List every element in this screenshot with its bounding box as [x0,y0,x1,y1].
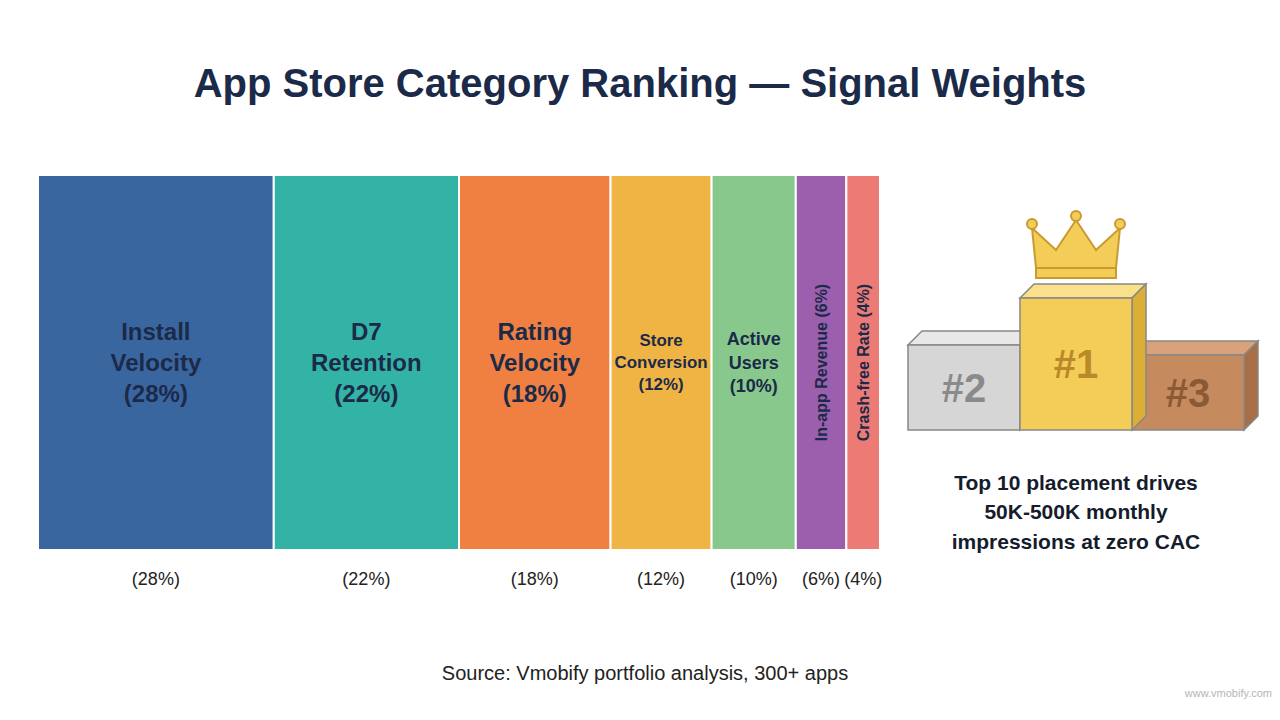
value-label: (12%) [639,375,684,394]
category-label: D7Retention [311,318,422,376]
bar-label: ActiveUsers (10%) [727,329,781,396]
value-label: (6%) [813,284,830,318]
bottom-value-label: (4%) [844,569,882,589]
category-label: ActiveUsers [727,329,781,372]
category-label: RatingVelocity [489,318,580,376]
bar [459,175,611,550]
bottom-labels: (28%) (22%) (18%) (12%) (10%) (6%)(4%) [132,569,882,589]
category-label: In-app Revenue [813,322,830,441]
bar [274,175,459,550]
bar-labels: InstallVelocity (28%) D7Retention (22%) Rati… [111,284,872,441]
source: Source: Vmobify portfolio analysis, 300+… [442,662,848,684]
podium-block [908,345,1020,430]
podium-top [1132,341,1258,355]
bottom-value-label: (10%) [730,569,778,589]
bottom-value-label: (12%) [637,569,685,589]
value-label: (4%) [855,284,872,318]
crown-jewel [1027,219,1037,229]
crown [1032,220,1120,268]
podium-label: #3 [1166,371,1211,415]
value-label: (22%) [334,380,398,407]
podium-top [908,331,1034,345]
bar [712,175,796,550]
bar-label: In-app Revenue (6%) [813,284,830,441]
bar-label: StoreConversion (12%) [615,331,708,394]
background [0,0,1280,720]
bar [611,175,712,550]
bar [38,175,274,550]
crown-jewel [1115,219,1125,229]
value-label: (28%) [124,380,188,407]
watermark: www.vmobify.com [1184,687,1272,699]
bars [38,175,880,550]
value-label: (18%) [503,380,567,407]
podium-label: #1 [1054,342,1099,386]
category-label: StoreConversion [615,331,708,372]
category-label: Crash-free Rate [855,322,872,441]
value-label: (10%) [730,376,778,396]
bar-label: Crash-free Rate (4%) [855,284,872,441]
bottom-value-label: (6%) [802,569,840,589]
podium-top [1020,284,1146,298]
bottom-value-label: (22%) [342,569,390,589]
podium: #2 #3 #1 [908,211,1258,430]
podium-block [1020,298,1132,430]
bar [846,175,880,550]
bar-label: InstallVelocity (28%) [111,318,202,407]
podium-label: #2 [942,366,987,410]
podium-side [1244,341,1258,430]
crown-band [1036,268,1116,278]
podium-block [1132,355,1244,430]
podium-side [1132,284,1146,430]
category-label: InstallVelocity [111,318,202,376]
bottom-value-label: (28%) [132,569,180,589]
bottom-value-label: (18%) [511,569,559,589]
annotation: Top 10 placement drives50K-500K monthlyi… [952,471,1201,553]
bar-label: RatingVelocity (18%) [489,318,580,407]
bar-label: D7Retention (22%) [311,318,422,407]
title: App Store Category Ranking — Signal Weig… [194,61,1087,105]
bar [796,175,847,550]
crown-jewel [1071,211,1081,221]
